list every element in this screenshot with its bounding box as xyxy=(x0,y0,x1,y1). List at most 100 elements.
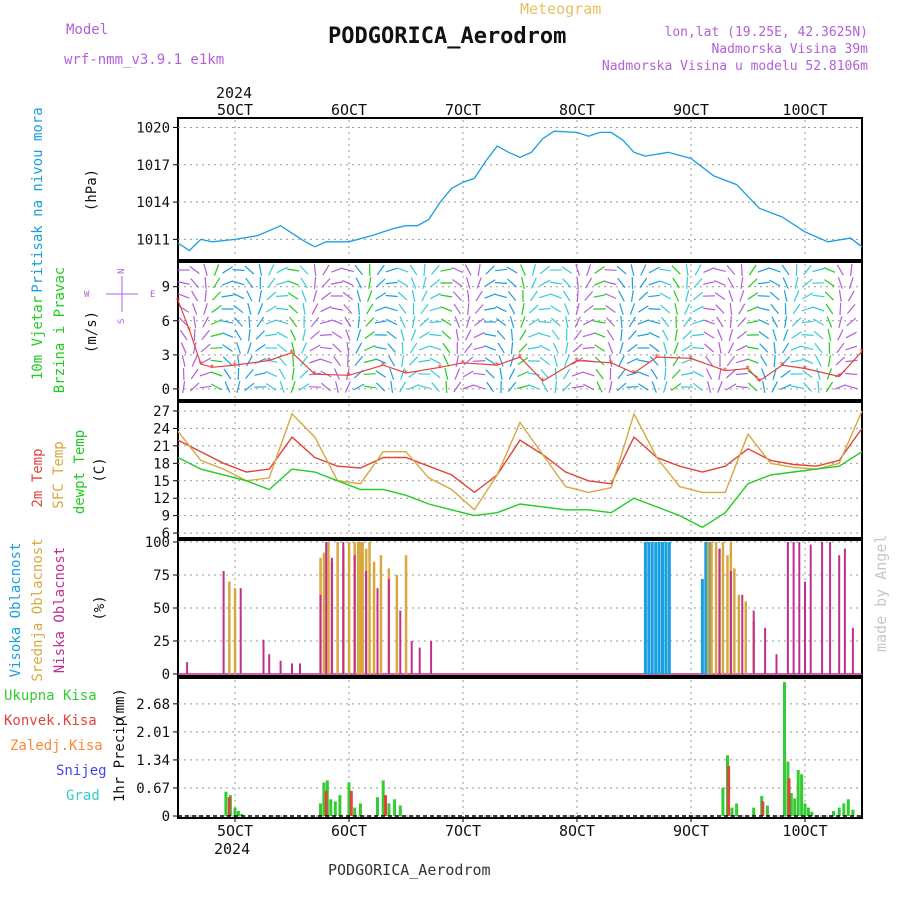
temperature-ytick-label: 24 xyxy=(153,421,170,437)
wind-arrow xyxy=(608,354,613,368)
wind-arrow xyxy=(309,358,321,364)
cloud-bar xyxy=(342,542,345,674)
wind-arrow xyxy=(473,331,485,339)
wind-arrow xyxy=(224,381,231,393)
wind-arrow xyxy=(715,304,725,314)
wind-arrow xyxy=(345,368,350,380)
wind-arrow xyxy=(440,306,453,312)
wind-arrow xyxy=(659,292,671,300)
wind-arrow xyxy=(321,278,331,288)
pressure-ytick-label: 1017 xyxy=(136,158,170,174)
wind-arrow xyxy=(727,342,735,354)
wind-arrow xyxy=(367,290,373,302)
wind-arrow xyxy=(464,342,473,354)
wind-arrow xyxy=(203,303,208,315)
wind-speed-marker: * xyxy=(437,363,442,373)
bottom-year-label: 2024 xyxy=(214,840,250,858)
wind-arrow xyxy=(355,277,363,289)
wind-speed-marker: * xyxy=(779,361,784,371)
wind-arrow xyxy=(397,279,409,287)
wind-arrow xyxy=(331,267,343,273)
cloud-bar xyxy=(430,641,433,674)
cloud-bar xyxy=(667,542,671,674)
wind-arrow xyxy=(484,357,496,365)
wind-arrow xyxy=(561,266,573,274)
wind-arrow xyxy=(234,317,243,327)
wind-arrow xyxy=(769,279,781,287)
wind-arrow xyxy=(455,328,459,342)
wind-arrow xyxy=(375,370,387,378)
wind-arrow xyxy=(276,331,288,339)
wind-arrow xyxy=(177,293,190,299)
wind-arrow xyxy=(331,331,343,339)
wind-arrow xyxy=(834,384,847,390)
wind-arrow xyxy=(320,291,332,301)
elevation-label: Nadmorska Visina 39m xyxy=(711,42,868,57)
wind-arrow xyxy=(474,304,484,314)
wind-speed-marker: * xyxy=(756,377,761,387)
wind-arrow xyxy=(648,280,661,286)
wind-arrow xyxy=(454,368,461,380)
wind-arrow xyxy=(735,385,748,389)
cloud-bar xyxy=(399,610,402,674)
wind-arrow xyxy=(718,367,722,381)
wind-arrow xyxy=(693,278,703,288)
wind-arrow xyxy=(845,372,858,376)
wind-arrow xyxy=(747,382,758,392)
wind-arrow xyxy=(617,368,626,380)
wind-arrow xyxy=(839,302,842,316)
temp-label-sfc: SFC Temp xyxy=(51,441,67,508)
wind-speed-marker: * xyxy=(836,372,841,382)
wind-arrow xyxy=(672,277,680,289)
wind-arrow xyxy=(637,383,649,391)
wind-arrow xyxy=(430,369,441,379)
temperature-ytick-label: 27 xyxy=(153,404,170,420)
cloud-bar xyxy=(268,654,271,674)
precip-bar xyxy=(783,682,786,816)
wind-arrow xyxy=(571,385,584,389)
model-label: Model xyxy=(66,22,108,38)
wind-arrow xyxy=(816,368,821,380)
cloud-bar xyxy=(647,542,651,674)
wind-arrow xyxy=(473,360,486,362)
wind-arrow xyxy=(464,329,472,341)
wind-arrow xyxy=(476,277,482,289)
wind-arrow xyxy=(192,342,197,354)
wind-ytick-label: 3 xyxy=(162,348,170,364)
wind-arrow xyxy=(374,320,387,324)
cloud-bar xyxy=(744,601,747,674)
compass-rose: N W E S xyxy=(84,269,155,324)
wind-arrow xyxy=(650,368,658,380)
wind-arrow xyxy=(484,293,496,299)
wind-arrow xyxy=(648,308,661,310)
wind-arrow xyxy=(594,344,606,352)
wind-arrow xyxy=(390,381,394,393)
wind-arrow xyxy=(312,290,318,302)
wind-arrow xyxy=(575,264,581,276)
wind-arrow xyxy=(825,303,834,315)
wind-arrow xyxy=(618,355,625,367)
wind-arrow xyxy=(637,305,649,313)
wind-arrow xyxy=(223,368,232,380)
wind-arrow xyxy=(703,267,715,273)
wind-arrow xyxy=(605,305,616,313)
wind-arrow xyxy=(210,347,223,349)
top-day-label: 8OCT xyxy=(559,101,595,119)
wind-arrow xyxy=(191,355,198,367)
wind-arrow xyxy=(423,263,426,277)
cloud-label-mid: Srednja Oblacnost xyxy=(30,538,46,681)
pressure-line xyxy=(177,130,863,252)
wind-arrow xyxy=(245,355,253,367)
wind-speed-marker: * xyxy=(574,357,579,367)
wind-arrow xyxy=(685,264,689,276)
wind-arrow xyxy=(812,294,825,298)
precip-bar xyxy=(333,801,337,816)
wind-arrow xyxy=(401,354,404,368)
wind-arrow xyxy=(299,265,309,275)
wind-arrow xyxy=(648,266,660,274)
wind-arrow xyxy=(190,278,200,288)
wind-arrow xyxy=(551,329,560,341)
wind-arrow xyxy=(773,354,776,368)
wind-arrow xyxy=(648,331,660,339)
wind-arrow xyxy=(824,279,835,287)
